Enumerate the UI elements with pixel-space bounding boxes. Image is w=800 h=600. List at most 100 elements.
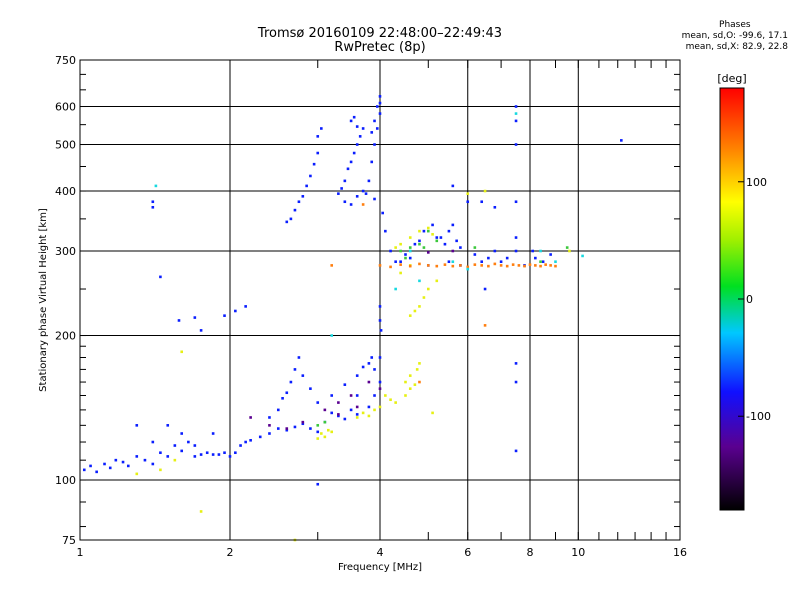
data-point: [487, 256, 490, 260]
y-tick-label: 750: [55, 54, 76, 67]
data-point: [293, 425, 297, 429]
data-point: [121, 460, 125, 464]
data-point: [378, 319, 382, 322]
data-point: [394, 401, 397, 404]
data-point: [370, 160, 374, 164]
data-point: [244, 440, 247, 444]
data-point: [549, 253, 552, 256]
data-point: [408, 374, 412, 377]
x-tick-label: 2: [227, 546, 234, 559]
data-point: [480, 260, 484, 264]
data-point: [367, 405, 371, 409]
data-point: [316, 424, 320, 427]
data-point: [159, 451, 162, 455]
data-point: [431, 223, 434, 227]
data-point: [404, 256, 407, 260]
data-point: [281, 397, 284, 400]
data-point: [514, 119, 518, 123]
data-point: [330, 264, 334, 267]
data-point: [358, 135, 362, 138]
data-point: [126, 464, 130, 468]
data-point: [514, 380, 518, 384]
data-point: [451, 264, 455, 268]
colorbar-label: [deg]: [717, 72, 746, 85]
data-point: [370, 356, 374, 359]
data-point: [343, 179, 347, 183]
data-point: [268, 432, 271, 435]
data-point: [337, 413, 340, 416]
data-point: [451, 249, 455, 253]
data-point: [316, 135, 320, 138]
data-point: [413, 242, 417, 246]
data-point: [466, 192, 470, 195]
data-point: [211, 432, 215, 435]
data-point: [459, 264, 462, 267]
data-point: [355, 413, 359, 416]
data-point: [199, 329, 203, 332]
data-point: [541, 260, 545, 264]
data-point: [297, 200, 301, 204]
data-point: [180, 449, 184, 453]
data-point: [151, 200, 155, 204]
data-point: [312, 162, 316, 166]
data-point: [151, 462, 155, 466]
data-point: [234, 451, 237, 455]
data-point: [384, 229, 387, 233]
data-point: [355, 416, 359, 419]
y-tick-label: 600: [55, 101, 76, 114]
data-point: [361, 189, 365, 193]
data-point: [480, 264, 484, 267]
data-point: [435, 279, 439, 283]
colorbar: [deg] 100 0 -100: [717, 72, 771, 511]
stats-line-o: mean, sd,O: -99.6, 17.1: [681, 31, 788, 41]
data-point: [422, 246, 426, 249]
data-point: [217, 453, 221, 456]
y-tick-label: 200: [55, 330, 76, 343]
data-point: [511, 263, 515, 266]
data-point: [89, 464, 92, 468]
data-point: [323, 435, 327, 439]
data-point: [499, 264, 503, 267]
y-axis-label: Stationary phase Virtual Height [km]: [38, 208, 49, 392]
y-tick-label: 75: [62, 534, 76, 547]
colorbar-tick-label: -100: [746, 410, 771, 423]
data-point: [447, 260, 451, 264]
data-point: [223, 314, 226, 317]
y-tick-label: 400: [55, 185, 76, 198]
chart-title: Tromsø 20160109 22:48:00–22:49:43: [257, 26, 503, 41]
x-tick-label: 4: [377, 546, 384, 559]
y-tick-label: 300: [55, 245, 76, 258]
data-point: [422, 229, 426, 233]
colorbar-tick-label: 100: [746, 176, 767, 189]
data-point: [426, 287, 430, 291]
data-point: [159, 468, 162, 472]
data-point: [337, 414, 340, 418]
data-point: [514, 105, 518, 108]
data-point: [337, 192, 340, 195]
data-point: [352, 115, 356, 119]
axis-ticks: 1 2 4 6 8 10 16 75 100 200 300 400 500 600 750: [55, 54, 687, 559]
data-point: [408, 236, 412, 239]
data-point: [378, 101, 382, 105]
data-point: [173, 444, 177, 447]
grid: [80, 60, 680, 540]
data-point: [375, 105, 379, 108]
data-points: [82, 95, 623, 542]
y-tick-label: 100: [55, 474, 76, 487]
data-point: [293, 368, 297, 371]
data-point: [408, 387, 412, 390]
data-point: [349, 160, 353, 164]
data-point: [239, 444, 242, 447]
data-point: [514, 449, 518, 453]
data-point: [289, 217, 293, 221]
data-point: [418, 242, 421, 246]
data-point: [330, 411, 334, 415]
data-point: [367, 362, 371, 365]
data-point: [399, 271, 402, 275]
data-point: [349, 394, 353, 397]
x-axis-label: Frequency [MHz]: [338, 562, 422, 573]
data-point: [276, 427, 280, 430]
data-point: [413, 309, 417, 313]
data-point: [166, 424, 170, 427]
